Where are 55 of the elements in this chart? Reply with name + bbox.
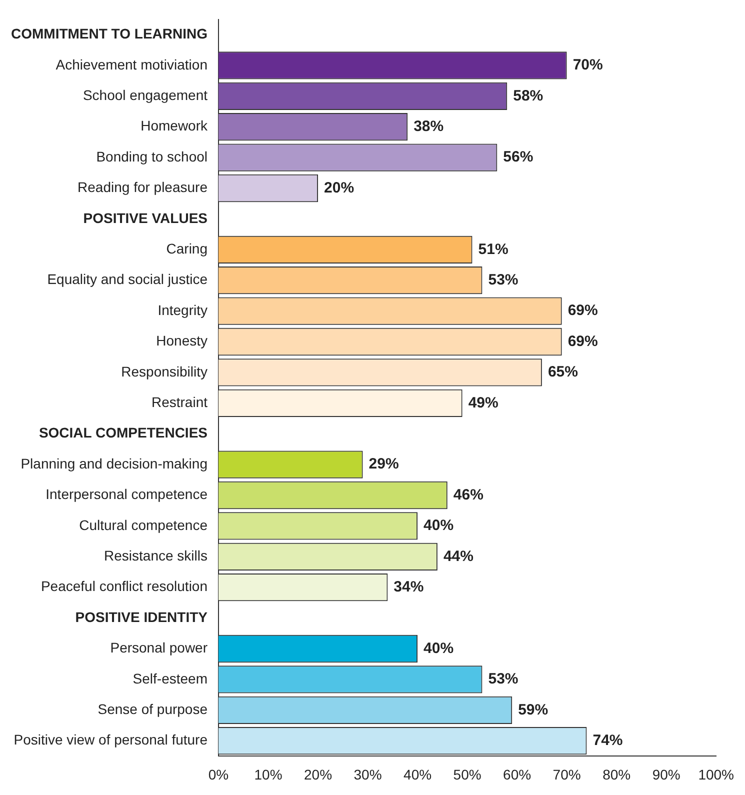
y-tick-label: Resistance skills (104, 548, 208, 564)
data-label: 58% (513, 87, 544, 104)
data-label: 40% (424, 517, 454, 534)
y-tick-label: SOCIAL COMPETENCIES (38, 424, 208, 441)
y-tick-label: Achievement motiviation (56, 56, 208, 72)
y-tick-label: POSITIVE VALUES (83, 210, 208, 226)
y-tick-label: Reading for pleasure (78, 179, 208, 196)
data-label: 65% (548, 364, 578, 381)
data-label: 29% (368, 456, 399, 473)
y-tick-label: Sense of purpose (98, 701, 208, 718)
x-tick-label: 100% (698, 766, 734, 782)
y-tick-label: Positive view of personal future (14, 732, 208, 748)
data-label: 49% (468, 394, 498, 412)
y-tick-label: Peaceful conflict resolution (40, 578, 208, 594)
y-tick-label: Integrity (158, 302, 208, 318)
y-tick-label: COMMITMENT TO LEARNING (10, 26, 208, 42)
y-tick-label: School engagement (82, 87, 208, 104)
data-label: 46% (453, 486, 484, 504)
x-tick-label: 70% (552, 766, 581, 782)
data-label: 20% (324, 179, 354, 196)
data-label: 44% (443, 548, 474, 565)
y-tick-label: Planning and decision-making (20, 455, 208, 472)
x-tick-label: 0% (208, 766, 229, 782)
data-label: 56% (503, 148, 534, 166)
y-tick-label: Homework (140, 118, 209, 134)
y-tick-label: Equality and social justice (47, 271, 208, 288)
y-tick-label: Self-esteem (132, 670, 208, 686)
y-tick-label: Caring (166, 240, 208, 257)
data-label: 69% (568, 302, 598, 320)
y-tick-label: Responsibility (121, 363, 208, 380)
data-label: 69% (568, 332, 598, 350)
data-label: 53% (488, 271, 518, 288)
x-tick-label: 30% (354, 766, 382, 782)
data-label: 53% (488, 670, 518, 688)
x-tick-label: 10% (254, 766, 282, 782)
y-tick-label: POSITIVE IDENTITY (75, 608, 208, 625)
data-label: 70% (572, 56, 603, 74)
x-tick-label: 50% (453, 766, 482, 782)
x-tick-label: 80% (602, 766, 631, 782)
data-label: 59% (518, 701, 548, 718)
y-tick-label: Bonding to school (96, 148, 208, 164)
data-label: 38% (414, 118, 444, 135)
y-tick-label: Interpersonal competence (46, 486, 208, 502)
x-tick-label: 60% (503, 766, 532, 782)
y-tick-label: Cultural competence (79, 516, 208, 533)
y-tick-label: Restraint (151, 394, 208, 410)
data-label: 40% (424, 640, 454, 657)
x-tick-label: 90% (652, 766, 680, 782)
data-label: 34% (394, 578, 424, 596)
data-label: 74% (592, 732, 623, 749)
y-tick-label: Honesty (156, 332, 208, 349)
y-tick-label: Personal power (110, 640, 208, 656)
x-tick-label: 20% (304, 766, 332, 782)
data-label: 51% (478, 240, 508, 258)
x-tick-label: 40% (404, 766, 432, 782)
